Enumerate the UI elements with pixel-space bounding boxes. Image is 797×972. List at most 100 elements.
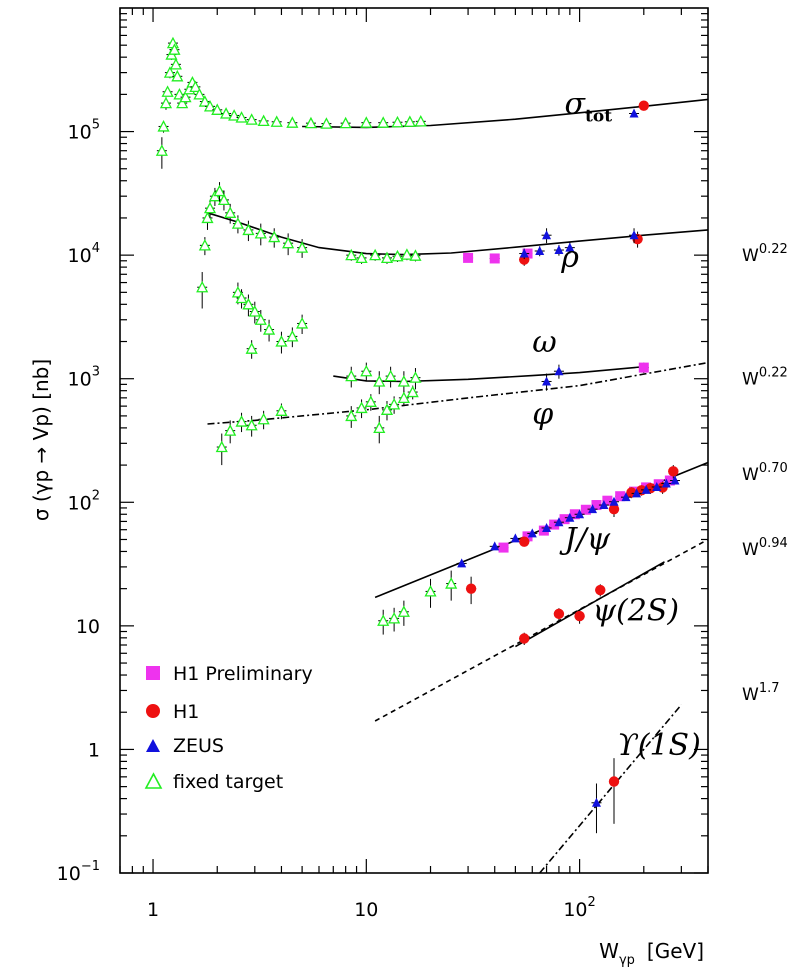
legend-marker-h1-preliminary	[146, 666, 160, 680]
power-law-base: W	[742, 540, 759, 560]
data-point-open-triangle	[219, 107, 233, 119]
power-law-base: W	[742, 370, 759, 390]
y-tick-label: 10−1	[57, 859, 100, 885]
fit-curve	[539, 704, 683, 874]
data-point-triangle	[632, 488, 642, 498]
data-point-open-triangle	[388, 611, 401, 624]
data-point-square	[602, 495, 613, 506]
data-point-triangle	[670, 475, 680, 485]
data-point-open-triangle	[380, 251, 394, 264]
data-point-open-triangle	[409, 371, 422, 383]
data-point-open-triangle	[355, 251, 368, 264]
data-point-open-triangle	[168, 43, 181, 55]
data-point-open-triangle	[320, 117, 333, 129]
data-point-square	[559, 514, 570, 525]
power-law-exp: 1.7	[759, 681, 780, 696]
x-tick-label-base: 1	[147, 899, 159, 921]
data-point-open-triangle	[155, 144, 168, 156]
data-point-triangle	[591, 797, 601, 807]
data-point-triangle	[490, 541, 500, 551]
y-tick-label-exp: −1	[81, 859, 100, 874]
data-point-open-triangle	[242, 297, 255, 310]
process-label-name: φ	[532, 397, 553, 432]
y-tick-label-exp: 5	[92, 118, 100, 133]
data-point-triangle	[609, 496, 619, 506]
data-point-square	[549, 519, 560, 530]
data-point-circle	[595, 584, 606, 596]
y-tick-label: 103	[68, 365, 100, 391]
process-label: ψ(2S)	[593, 594, 680, 629]
data-point-triangle	[661, 478, 671, 488]
y-tick-label-base: 10	[68, 245, 92, 267]
process-label-sub: tot	[585, 107, 612, 127]
legend-label-fixed-target: fixed target	[173, 771, 283, 793]
data-point-open-triangle	[355, 401, 368, 414]
power-law-label: W0.22	[742, 242, 788, 266]
power-law-label: W0.22	[742, 366, 788, 390]
data-point-open-triangle	[254, 313, 267, 325]
y-tick-label-base: 10	[68, 369, 92, 391]
data-point-open-triangle	[391, 115, 404, 128]
legend-marker-zeus	[146, 739, 160, 752]
data-point-open-triangle	[235, 415, 248, 427]
data-point-triangle	[457, 558, 467, 568]
data-point-triangle	[599, 500, 609, 510]
data-point-open-triangle	[203, 99, 217, 112]
process-label: ω	[532, 325, 556, 360]
y-tick-label-exp: 3	[92, 365, 100, 380]
data-points	[155, 36, 680, 834]
data-point-open-triangle	[409, 249, 422, 261]
process-label-name: σ	[565, 87, 587, 122]
data-point-circle	[465, 583, 477, 594]
data-point-square	[463, 252, 474, 263]
data-point-triangle	[652, 481, 662, 491]
process-label-name: ρ	[560, 240, 579, 275]
data-point-open-triangle	[397, 391, 410, 404]
legend-label-h1: H1	[173, 701, 199, 723]
data-point-open-triangle	[270, 115, 283, 127]
y-tick-label: 104	[68, 241, 100, 267]
data-point-circle	[519, 536, 530, 547]
data-point-square	[522, 531, 533, 542]
data-point-circle	[553, 608, 565, 620]
data-point-open-triangle	[296, 317, 309, 329]
fit-curve	[207, 361, 709, 425]
process-label: ρ	[560, 240, 579, 275]
legend-label-zeus: ZEUS	[173, 735, 224, 757]
data-point-open-triangle	[248, 305, 261, 317]
data-point-open-triangle	[391, 249, 404, 262]
data-point-open-triangle	[159, 96, 173, 109]
data-point-open-triangle	[397, 605, 410, 617]
legend: H1 Preliminary H1 ZEUS fixed target	[144, 663, 313, 793]
x-tick-label: 10	[354, 899, 378, 921]
y-tick-label-base: 10	[76, 616, 100, 638]
data-point-open-triangle	[211, 103, 224, 115]
data-point-triangle	[629, 108, 639, 118]
data-point-open-triangle	[369, 248, 382, 261]
data-point-open-triangle	[169, 57, 182, 70]
power-law-base: W	[742, 685, 759, 705]
data-point-square	[664, 475, 675, 486]
data-point-open-triangle	[262, 323, 276, 335]
data-point-open-triangle	[257, 412, 270, 425]
process-label: J/ψ	[559, 522, 611, 557]
y-tick-label-base: 10	[68, 122, 92, 144]
legend-marker-fixed-target	[144, 772, 163, 789]
process-label-name: J/ψ	[559, 522, 611, 557]
data-point-open-triangle	[157, 120, 170, 132]
data-point-open-triangle	[373, 375, 386, 387]
data-point-triangle	[641, 484, 651, 494]
data-point-open-triangle	[235, 111, 248, 123]
data-point-circle	[574, 610, 585, 622]
x-tick-label: 102	[563, 895, 595, 921]
power-law-label: W0.94	[742, 536, 788, 560]
x-axis-title-sub: γp	[619, 953, 635, 968]
process-label: φ	[532, 397, 553, 432]
data-point-open-triangle	[364, 395, 377, 407]
y-tick-label-exp: 2	[92, 488, 100, 503]
data-point-open-triangle	[245, 418, 258, 431]
data-point-open-triangle	[245, 342, 258, 354]
data-point-open-triangle	[360, 364, 373, 377]
data-point-triangle	[554, 517, 564, 527]
